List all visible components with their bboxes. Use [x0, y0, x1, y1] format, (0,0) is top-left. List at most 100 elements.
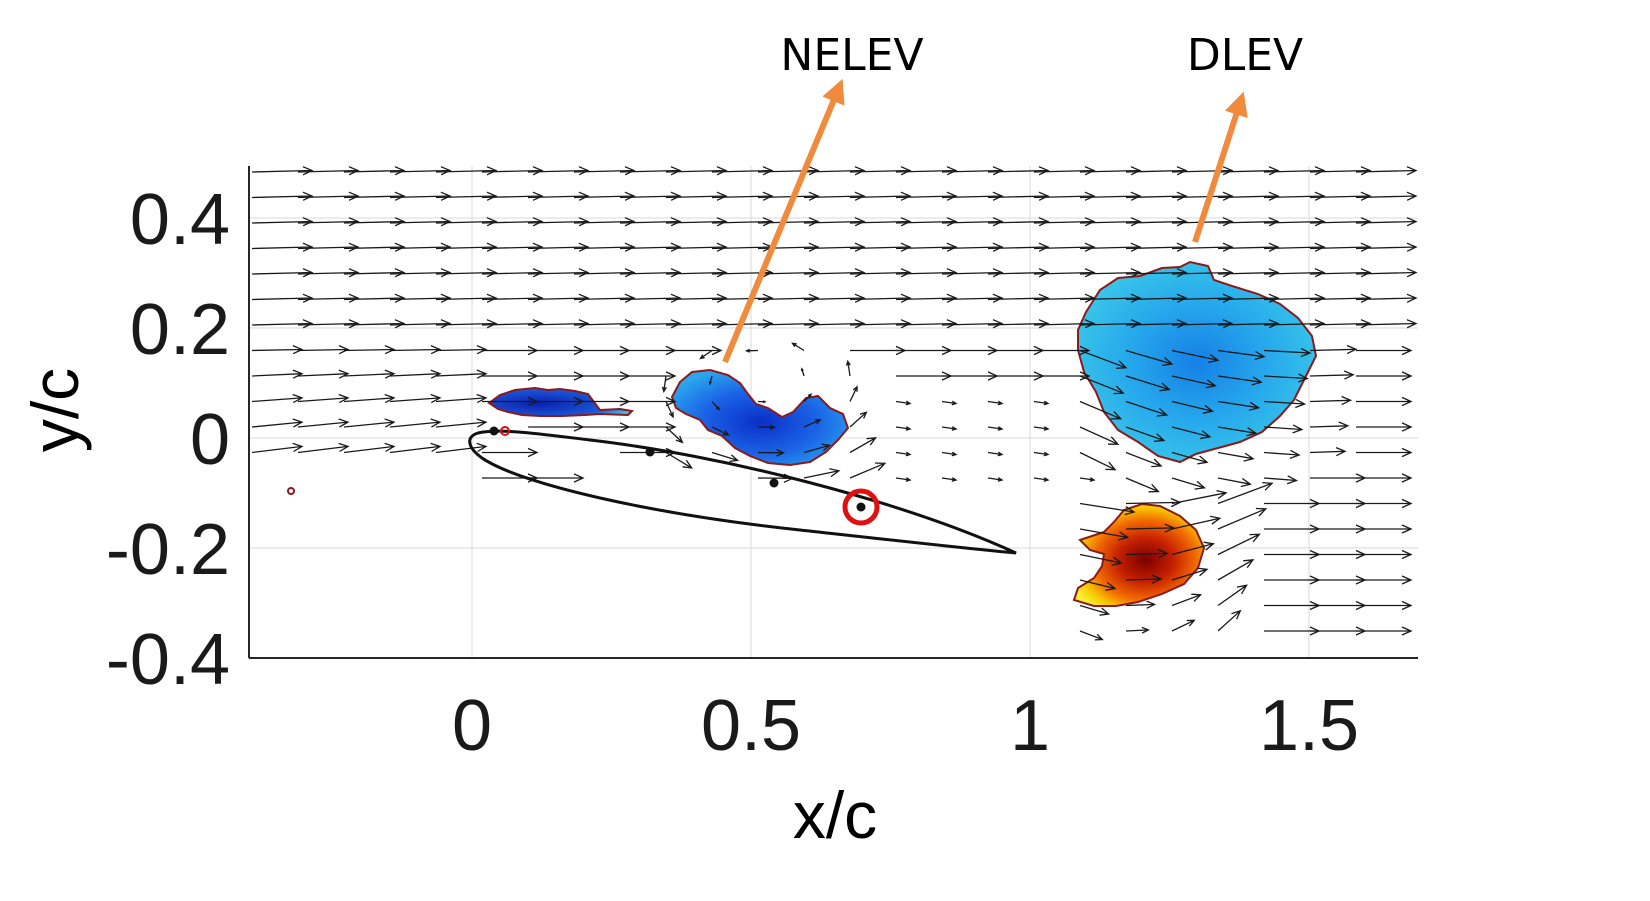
velocity-vector	[1263, 347, 1312, 358]
velocity-vector	[527, 191, 590, 201]
velocity-vector	[1309, 319, 1372, 329]
velocity-vector	[1171, 400, 1215, 414]
velocity-vector	[1309, 395, 1353, 406]
velocity-vector	[573, 191, 636, 201]
velocity-vector	[389, 268, 452, 278]
velocity-vector	[528, 473, 585, 483]
velocity-vector	[1355, 191, 1418, 201]
velocity-vector	[849, 385, 858, 402]
airfoil-outline	[468, 429, 1017, 555]
velocity-vector	[1171, 515, 1222, 530]
velocity-vector	[1263, 166, 1326, 176]
velocity-vector	[1034, 345, 1091, 356]
velocity-vector	[849, 242, 912, 252]
velocity-vector	[343, 418, 396, 428]
velocity-vector	[665, 426, 684, 444]
velocity-vector	[1171, 319, 1234, 329]
velocity-vector	[849, 437, 877, 454]
velocity-vector	[297, 293, 360, 303]
velocity-vector	[1309, 191, 1372, 201]
velocity-vector	[389, 293, 452, 303]
velocity-vector	[619, 319, 682, 329]
velocity-vector	[987, 268, 1050, 278]
velocity-vector	[1263, 319, 1326, 329]
velocity-vector	[665, 451, 693, 469]
velocity-vector	[297, 369, 350, 379]
velocity-vector	[251, 242, 314, 252]
velocity-vector	[481, 166, 544, 176]
velocity-vector	[619, 217, 682, 227]
velocity-vector	[389, 319, 452, 329]
velocity-vector	[1125, 574, 1163, 584]
airfoil	[468, 426, 1017, 555]
velocity-vector	[987, 477, 1004, 482]
velocity-vector	[1033, 477, 1050, 482]
velocity-vector	[757, 448, 786, 457]
surface-marker	[645, 447, 655, 457]
velocity-vector	[1079, 630, 1104, 641]
velocity-vector	[481, 293, 544, 303]
velocity-vector	[1079, 528, 1130, 541]
velocity-vector	[1079, 268, 1142, 278]
velocity-vector	[987, 451, 1004, 457]
velocity-vector	[757, 319, 820, 329]
velocity-vector	[1356, 396, 1413, 407]
velocity-vector	[619, 191, 682, 201]
velocity-vector	[1217, 349, 1266, 361]
velocity-vector	[1217, 533, 1261, 556]
velocity-vector	[1263, 449, 1301, 460]
velocity-vector	[343, 345, 396, 355]
y-axis-title: y/c	[18, 368, 92, 452]
velocity-vector	[1079, 451, 1117, 471]
velocity-vector	[1309, 344, 1358, 355]
velocity-vector	[1263, 217, 1326, 227]
nelev-arrow	[722, 78, 845, 364]
velocity-vector	[619, 293, 682, 303]
velocity-vector	[757, 191, 820, 201]
velocity-vector	[251, 418, 304, 428]
y-tick-label: 0	[190, 400, 230, 480]
velocity-vector	[1217, 451, 1255, 462]
velocity-vector	[1125, 268, 1188, 278]
velocity-vector	[1217, 375, 1263, 386]
velocity-vector	[1125, 426, 1166, 442]
velocity-vector	[481, 242, 544, 252]
velocity-vector	[1356, 575, 1413, 585]
velocity-vector	[297, 191, 360, 201]
velocity-vector	[744, 348, 759, 353]
velocity-vector	[987, 166, 1050, 176]
velocity-vector	[665, 319, 728, 329]
velocity-vector	[1171, 375, 1217, 389]
velocity-vector	[1263, 373, 1309, 383]
velocity-vector	[1309, 421, 1350, 431]
velocity-vector	[661, 375, 667, 393]
velocity-vector	[1125, 400, 1169, 417]
velocity-vector	[620, 371, 677, 381]
velocity-vector-field	[251, 166, 1418, 641]
velocity-vector	[389, 217, 452, 227]
velocity-vector	[1263, 424, 1304, 434]
velocity-vector	[1125, 293, 1188, 303]
velocity-vector	[1171, 191, 1234, 201]
velocity-vector	[527, 242, 590, 252]
velocity-vector	[665, 242, 728, 252]
velocity-vector	[711, 426, 730, 436]
velocity-vector	[665, 166, 728, 176]
x-tick-label: 1.5	[1259, 686, 1359, 766]
velocity-vector	[435, 418, 488, 428]
velocity-vector	[343, 242, 406, 252]
velocity-vector	[343, 217, 406, 227]
x-tick-labels: 0 0.5 1 1.5	[452, 686, 1359, 766]
velocity-vector	[987, 191, 1050, 201]
velocity-vector	[297, 442, 350, 454]
velocity-vector	[699, 349, 713, 360]
velocity-vector	[527, 293, 590, 303]
velocity-vector	[665, 191, 728, 201]
velocity-vector	[711, 217, 774, 227]
velocity-vector	[1171, 268, 1234, 278]
velocity-vector	[1217, 507, 1268, 530]
velocity-vector	[1079, 319, 1142, 329]
velocity-vector	[251, 393, 304, 404]
velocity-vector	[803, 393, 813, 402]
